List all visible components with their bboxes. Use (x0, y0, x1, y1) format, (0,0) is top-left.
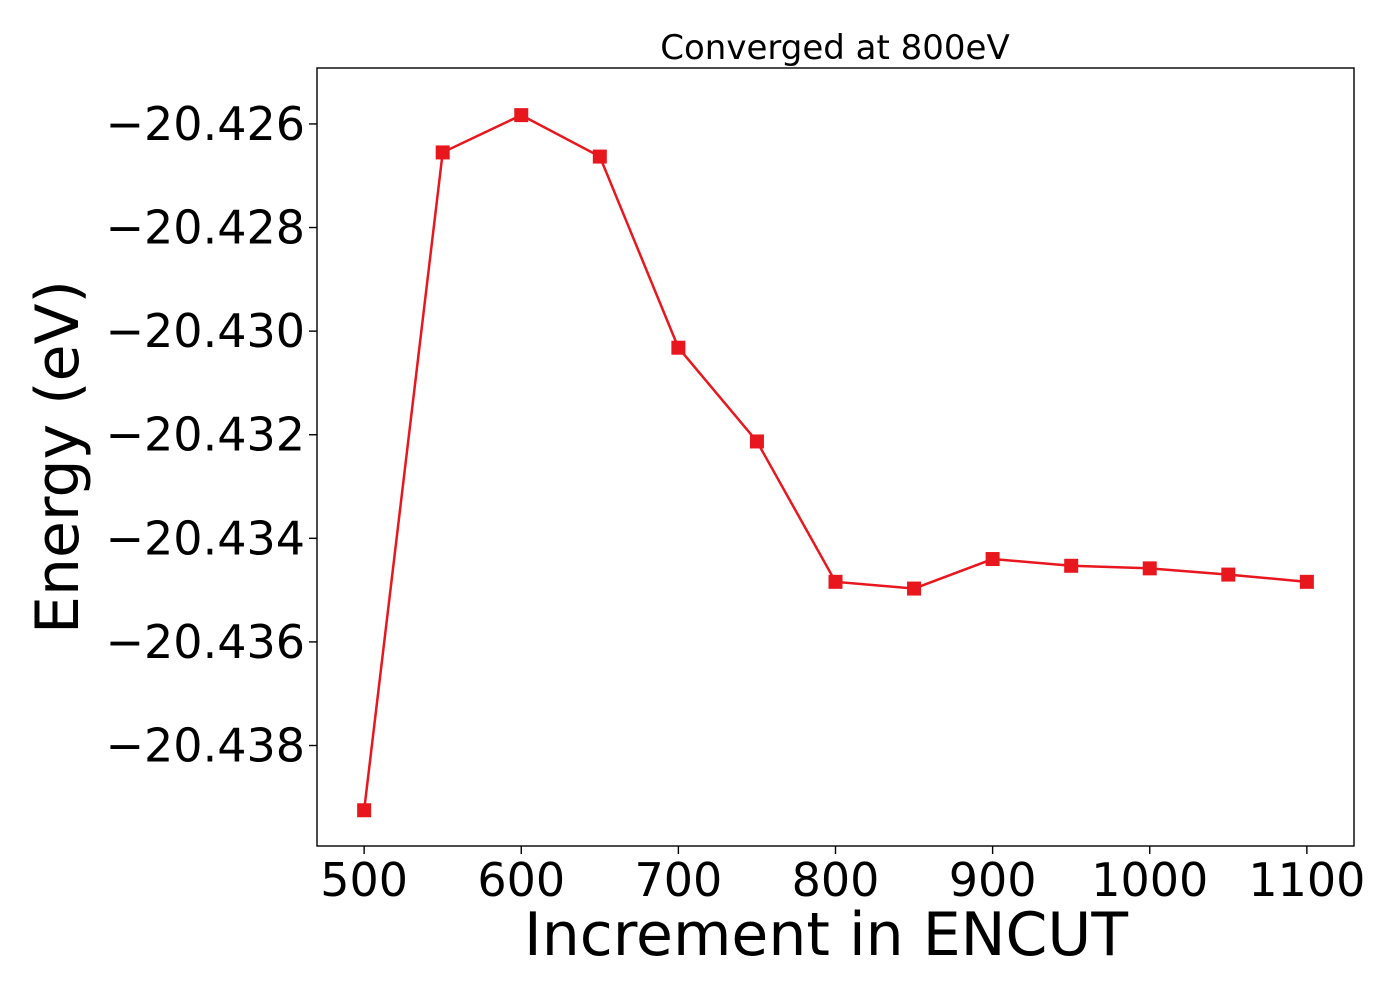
y-tick-label: −20.434 (106, 511, 306, 565)
y-tick-label: −20.438 (106, 719, 306, 773)
x-tick-label: 500 (320, 853, 408, 907)
y-tick-label: −20.428 (106, 201, 306, 255)
data-point-marker (592, 149, 607, 164)
data-point-marker (1221, 567, 1236, 582)
data-point-marker (1299, 574, 1314, 589)
data-point-marker (357, 803, 372, 818)
data-point-marker (907, 581, 922, 596)
data-point-marker (828, 574, 843, 589)
data-point-marker (749, 434, 764, 449)
x-tick-label: 1100 (1248, 853, 1365, 907)
plot-area (316, 67, 1355, 847)
x-tick-label: 600 (477, 853, 565, 907)
x-tick-label: 1000 (1091, 853, 1208, 907)
y-tick-label: −20.436 (106, 615, 306, 669)
y-tick-label: −20.426 (106, 97, 306, 151)
x-tick-label: 700 (634, 853, 722, 907)
x-tick-label: 800 (792, 853, 880, 907)
chart-title: Converged at 800eV (660, 28, 1009, 68)
x-axis: 500 600 700 800 900 1000 1100 (320, 846, 1365, 907)
y-tick-label: −20.430 (106, 304, 306, 358)
data-point-marker (514, 108, 529, 123)
data-point-marker (671, 340, 686, 355)
data-point-marker (985, 552, 1000, 567)
x-axis-label: Increment in ENCUT (524, 900, 1128, 970)
y-tick-label: −20.432 (106, 408, 306, 462)
data-point-marker (1064, 558, 1079, 573)
data-point-marker (1142, 561, 1157, 576)
data-point-marker (435, 145, 450, 160)
y-axis: −20.426 −20.428 −20.430 −20.432 −20.434 −20.4… (106, 97, 317, 773)
x-tick-label: 900 (949, 853, 1037, 907)
y-axis-label: Energy (eV) (23, 280, 93, 634)
series-layer (357, 108, 1314, 818)
